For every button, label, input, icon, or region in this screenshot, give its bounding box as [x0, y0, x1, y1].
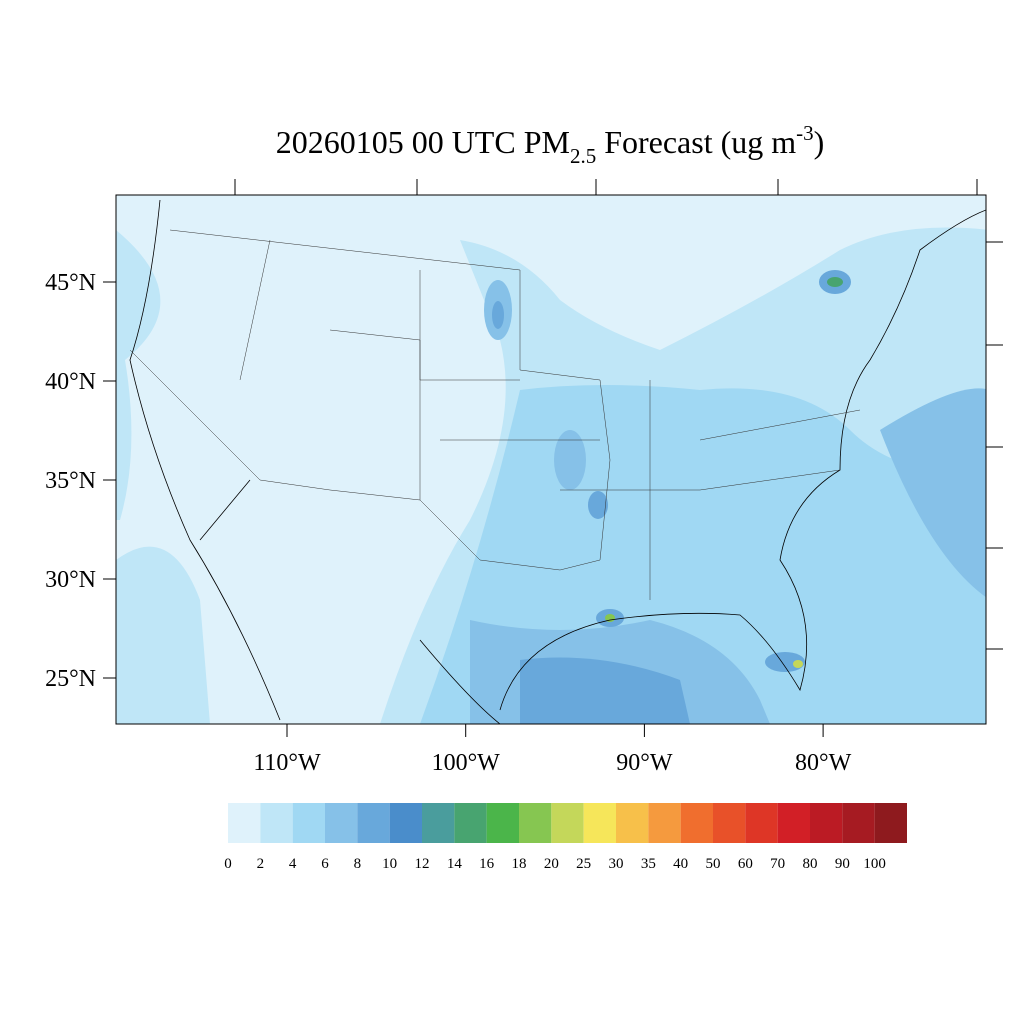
colorbar-label: 30: [609, 856, 624, 872]
colorbar-label: 50: [706, 856, 721, 872]
colorbar-box: [616, 803, 649, 843]
title-rest: Forecast (ug m: [596, 124, 796, 160]
colorbar-label: 90: [835, 856, 850, 872]
colorbar-box: [842, 803, 875, 843]
lat-label: 30°N: [45, 567, 96, 593]
title-end: ): [814, 124, 825, 160]
colorbar-box: [357, 803, 390, 843]
lat-label: 45°N: [45, 270, 96, 296]
map-field: [116, 195, 986, 724]
lon-label: 100°W: [432, 750, 501, 776]
colorbar-box: [389, 803, 422, 843]
title-sup: -3: [796, 121, 814, 145]
colorbar-label: 20: [544, 856, 559, 872]
colorbar-label: 40: [673, 856, 688, 872]
colorbar-label: 12: [415, 856, 430, 872]
colorbar-label: 14: [447, 856, 463, 872]
colorbar-label: 16: [479, 856, 495, 872]
lat-label: 35°N: [45, 468, 96, 494]
colorbar-box: [228, 803, 261, 843]
lon-label: 110°W: [253, 750, 321, 776]
colorbar-box: [583, 803, 616, 843]
colorbar-label: 25: [576, 856, 591, 872]
colorbar-box: [551, 803, 584, 843]
colorbar-label: 70: [770, 856, 785, 872]
colorbar-box: [713, 803, 746, 843]
colorbar-label: 10: [382, 856, 397, 872]
map-frame: [115, 194, 987, 725]
title-main: 20260105 00 UTC PM: [276, 124, 570, 160]
lon-label: 80°W: [795, 750, 852, 776]
colorbar-label: 0: [224, 856, 232, 872]
colorbar-box: [325, 803, 358, 843]
map-title: 20260105 00 UTC PM2.5 Forecast (ug m-3): [276, 121, 825, 168]
colorbar-box: [422, 803, 455, 843]
colorbar-box: [486, 803, 519, 843]
colorbar-label: 35: [641, 856, 656, 872]
colorbar-box: [648, 803, 681, 843]
colorbar-box: [745, 803, 778, 843]
colorbar-box: [777, 803, 810, 843]
colorbar-box: [454, 803, 487, 843]
colorbar-label: 2: [257, 856, 265, 872]
lat-label: 25°N: [45, 666, 96, 692]
lon-label: 90°W: [616, 750, 673, 776]
colorbar-box: [680, 803, 713, 843]
colorbar-label: 60: [738, 856, 753, 872]
colorbar-box: [519, 803, 552, 843]
colorbar-label: 80: [803, 856, 818, 872]
title-sub: 2.5: [570, 144, 596, 168]
lat-label: 40°N: [45, 369, 96, 395]
colorbar-label: 100: [863, 856, 886, 872]
colorbar-box: [810, 803, 843, 843]
colorbar-label: 6: [321, 856, 329, 872]
colorbar-box: [260, 803, 293, 843]
colorbar-label: 8: [354, 856, 362, 872]
colorbar-box: [292, 803, 325, 843]
colorbar-box: [874, 803, 907, 843]
colorbar-label: 4: [289, 856, 297, 872]
colorbar-label: 18: [512, 856, 527, 872]
